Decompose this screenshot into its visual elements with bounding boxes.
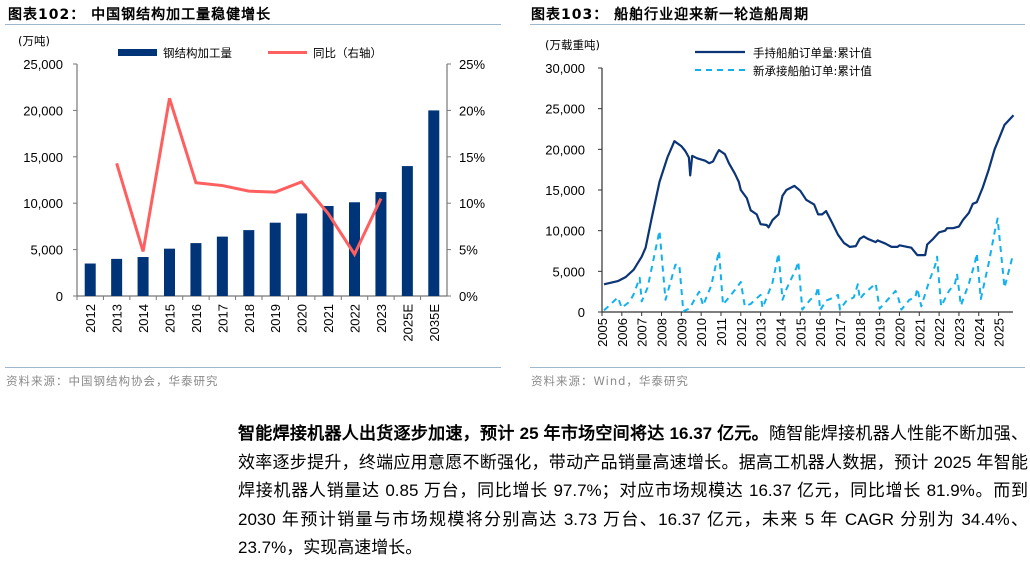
x-tick-label: 2019 bbox=[268, 304, 283, 333]
x-tick-label: 2025 bbox=[992, 318, 1007, 347]
y-tick-label: 10,000 bbox=[23, 196, 63, 211]
x-tick-label: 2007 bbox=[635, 318, 650, 347]
x-tick-label: 2017 bbox=[833, 318, 848, 347]
bar-2022 bbox=[349, 202, 360, 296]
legend-bar-swatch bbox=[118, 49, 157, 56]
x-tick-label: 2014 bbox=[136, 304, 151, 333]
y2-tick-label: 20% bbox=[459, 103, 485, 118]
y-tick-label: 15,000 bbox=[545, 183, 585, 198]
y2-tick-label: 15% bbox=[459, 150, 485, 165]
y-axis-unit: (万载重吨) bbox=[545, 38, 600, 52]
bar-2013 bbox=[111, 258, 123, 296]
paragraph-lead: 智能焊接机器人出货逐步加速，预计 25 年市场空间将达 16.37 亿元。 bbox=[238, 424, 769, 443]
bar-2023 bbox=[375, 192, 387, 296]
x-tick-label: 2012 bbox=[83, 304, 98, 333]
x-tick-label: 2021 bbox=[321, 304, 336, 333]
x-tick-label: 2012 bbox=[734, 318, 749, 347]
bar-2014 bbox=[137, 257, 149, 296]
x-tick-label: 2016 bbox=[813, 318, 828, 347]
x-tick-label: 2025E bbox=[400, 304, 415, 342]
y2-tick-label: 10% bbox=[459, 196, 485, 211]
left-chart-title: 图表102： 中国钢结构加工量稳健增长 bbox=[8, 7, 272, 23]
shipbuilding-chart: (万载重吨) 0 5,000 10,000 15,000 20,000 25,000 30,0… bbox=[545, 38, 1015, 347]
x-tick-label: 2024 bbox=[972, 318, 987, 347]
y2-tick-label: 25% bbox=[459, 57, 485, 72]
y-tick-label: 25,000 bbox=[545, 102, 585, 117]
left-source-divider bbox=[5, 367, 501, 368]
y-tick-label: 15,000 bbox=[23, 150, 63, 165]
new-orders-line bbox=[603, 217, 1014, 313]
legend-line-label: 同比（右轴） bbox=[313, 46, 382, 60]
x-tick-label: 2022 bbox=[932, 318, 947, 347]
y-tick-label: 25,000 bbox=[23, 57, 63, 72]
legend-new-orders-label: 新承接船舶订单:累计值 bbox=[753, 64, 872, 78]
right-chart-title: 图表103： 船舶行业迎来新一轮造船周期 bbox=[531, 7, 810, 23]
y-tick-label: 30,000 bbox=[545, 61, 585, 76]
x-tick-label: 2020 bbox=[295, 304, 310, 333]
bar-2017 bbox=[216, 236, 228, 296]
x-tick-label: 2006 bbox=[615, 318, 630, 347]
x-tick-label: 2009 bbox=[674, 318, 689, 347]
x-tick-label: 2014 bbox=[773, 318, 788, 347]
bar-2012 bbox=[84, 263, 96, 296]
yoy-line bbox=[115, 97, 383, 258]
x-tick-label: 2010 bbox=[694, 318, 709, 347]
steel-structure-chart: (万吨) 0 5,000 10,000 15,000 20,000 25,000 0% 5% 10… bbox=[18, 34, 485, 342]
x-tick-label: 2015 bbox=[163, 304, 178, 333]
bar-2020 bbox=[296, 213, 308, 296]
x-tick-label: 2020 bbox=[892, 318, 907, 347]
x-tick-label: 2015 bbox=[793, 318, 808, 347]
bar-2018 bbox=[243, 230, 255, 296]
x-tick-label: 2013 bbox=[110, 304, 125, 333]
x-tick-label: 2018 bbox=[242, 304, 257, 333]
y-tick-label: 5,000 bbox=[30, 243, 63, 258]
x-tick-label: 2011 bbox=[714, 318, 729, 346]
left-title-divider bbox=[5, 24, 501, 25]
paragraph-body: 随智能焊接机器人性能不断加强、效率逐步提升，终端应用意愿不断强化，带动产品销量高… bbox=[238, 424, 1029, 557]
x-tick-label: 2035E bbox=[427, 304, 442, 342]
bar-2015 bbox=[164, 248, 175, 296]
right-source: 资料来源：Wind，华泰研究 bbox=[531, 374, 689, 388]
bar-2021 bbox=[322, 205, 334, 296]
order-backlog-line bbox=[603, 114, 1015, 286]
right-title-divider bbox=[530, 24, 1025, 25]
bar-2019 bbox=[269, 222, 281, 296]
x-tick-label: 2018 bbox=[853, 318, 868, 347]
x-tick-label: 2019 bbox=[873, 318, 888, 347]
x-tick-label: 2023 bbox=[952, 318, 967, 347]
y2-tick-label: 5% bbox=[459, 243, 478, 258]
x-tick-label: 2017 bbox=[215, 304, 230, 333]
y-tick-label: 10,000 bbox=[545, 224, 585, 239]
x-tick-label: 2013 bbox=[754, 318, 769, 347]
x-tick-label: 2005 bbox=[595, 318, 610, 347]
y-tick-label: 5,000 bbox=[552, 264, 585, 279]
bar-2035E bbox=[428, 110, 440, 297]
y-axis-unit: (万吨) bbox=[18, 34, 50, 48]
right-source-divider bbox=[530, 367, 1025, 368]
y2-tick-label: 0% bbox=[459, 289, 478, 304]
y-tick-label: 0 bbox=[578, 305, 585, 320]
bar-2025E bbox=[401, 166, 413, 296]
x-tick-label: 2016 bbox=[189, 304, 204, 333]
x-tick-label: 2021 bbox=[912, 318, 927, 347]
left-source: 资料来源：中国钢结构协会，华泰研究 bbox=[6, 374, 219, 388]
legend-bar-label: 钢结构加工量 bbox=[163, 46, 232, 60]
y-tick-label: 20,000 bbox=[23, 103, 63, 118]
x-tick-label: 2023 bbox=[374, 304, 389, 333]
x-tick-label: 2008 bbox=[654, 318, 669, 347]
x-tick-label: 2022 bbox=[348, 304, 363, 333]
body-paragraph: 智能焊接机器人出货逐步加速，预计 25 年市场空间将达 16.37 亿元。随智能… bbox=[238, 420, 1028, 563]
y-tick-label: 0 bbox=[56, 289, 63, 304]
legend-backlog-label: 手持船舶订单量:累计值 bbox=[753, 46, 872, 60]
y-tick-label: 20,000 bbox=[545, 142, 585, 157]
bar-2016 bbox=[190, 243, 202, 296]
